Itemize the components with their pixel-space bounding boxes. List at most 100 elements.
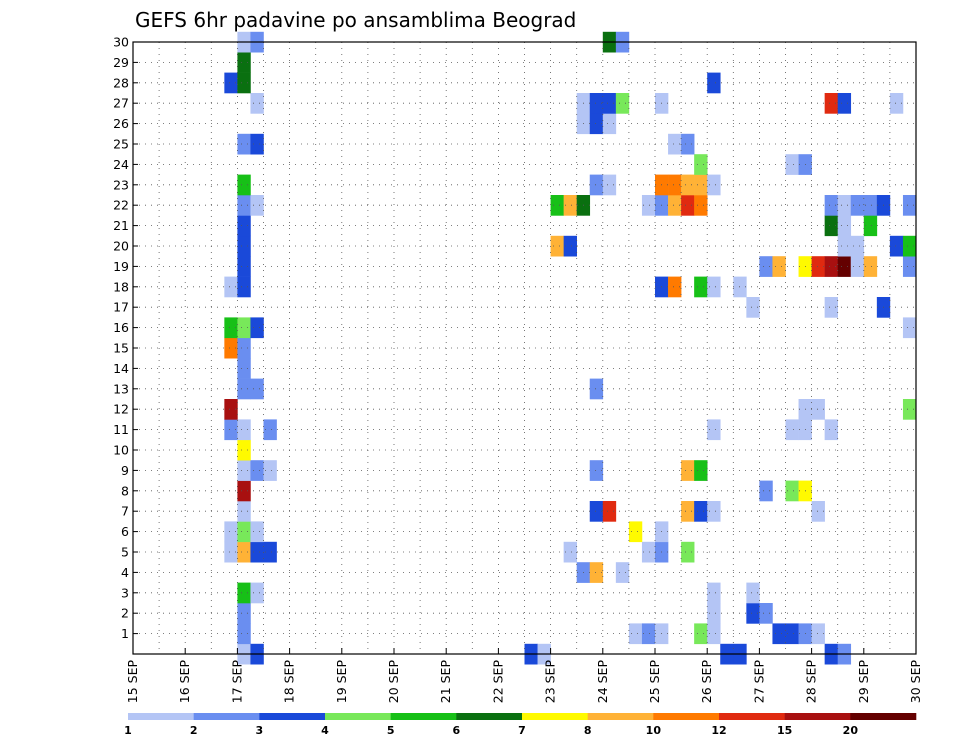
- x-tick-label: 22 SEP: [490, 660, 505, 704]
- precip-cell: [589, 93, 604, 114]
- precip-cell: [824, 297, 838, 318]
- precip-cell: [602, 174, 617, 196]
- precip-cell: [707, 419, 721, 441]
- precip-cell: [902, 399, 917, 420]
- y-tick-label: 25: [113, 137, 129, 152]
- y-tick-label: 7: [121, 504, 129, 519]
- y-tick-label: 17: [113, 300, 129, 315]
- y-tick-label: 8: [121, 483, 129, 498]
- precip-cell: [589, 460, 604, 481]
- x-tick-label: 23 SEP: [543, 660, 558, 704]
- precip-cell: [707, 174, 721, 196]
- x-tick-label: 21 SEP: [438, 660, 453, 704]
- y-tick-label: 26: [113, 116, 129, 131]
- precip-cell: [694, 174, 708, 196]
- precip-cell: [681, 541, 695, 563]
- x-tick-label: 30 SEP: [908, 660, 923, 704]
- y-tick-label: 14: [113, 361, 129, 376]
- precip-cell: [224, 399, 238, 420]
- legend-label: 7: [518, 724, 526, 737]
- precip-cell: [824, 419, 838, 441]
- precip-cell: [824, 93, 838, 114]
- x-tick-label: 24 SEP: [595, 660, 610, 704]
- x-tick-label: 16 SEP: [177, 660, 192, 704]
- precip-cell: [746, 582, 760, 604]
- precip-cell: [237, 337, 251, 359]
- precip-cell: [811, 501, 825, 522]
- precip-cell: [237, 521, 251, 543]
- precip-cell: [550, 235, 564, 257]
- y-tick-label: 6: [121, 524, 129, 539]
- precip-cell: [550, 195, 564, 216]
- precip-cell: [237, 603, 251, 624]
- precip-cell: [224, 541, 238, 563]
- precip-cell: [746, 603, 760, 624]
- precip-cell: [707, 72, 721, 94]
- legend-swatch: [784, 713, 851, 720]
- legend-swatch: [325, 713, 391, 720]
- x-tick-label: 15 SEP: [125, 660, 140, 704]
- y-tick-label: 13: [113, 381, 129, 396]
- x-tick-label: 26 SEP: [699, 660, 714, 704]
- precip-cell: [863, 215, 878, 237]
- precip-cell: [589, 113, 604, 135]
- precip-cell: [902, 317, 917, 339]
- y-tick-label: 27: [113, 96, 129, 111]
- precip-cell: [785, 623, 799, 645]
- precip-cell: [263, 541, 277, 563]
- legend-label: 12: [711, 724, 726, 737]
- precip-cell: [694, 501, 708, 522]
- precip-cell: [237, 52, 251, 73]
- legend-label: 6: [453, 724, 461, 737]
- precip-cell: [889, 93, 904, 114]
- x-tick-label: 18 SEP: [282, 660, 297, 704]
- precip-cell: [589, 562, 604, 583]
- precip-cell: [237, 460, 251, 481]
- grid-layer: [133, 42, 916, 654]
- precip-cell: [850, 195, 865, 216]
- x-tick-label: 28 SEP: [804, 660, 819, 704]
- precip-cell: [237, 623, 251, 645]
- legend-swatch: [522, 713, 588, 720]
- precip-cell: [772, 623, 786, 645]
- precip-cell: [668, 276, 682, 298]
- precip-cell: [668, 195, 682, 216]
- precip-cell: [237, 378, 251, 400]
- legend-label: 15: [777, 724, 792, 737]
- x-tick-label: 20 SEP: [386, 660, 401, 704]
- y-tick-label: 16: [113, 320, 129, 335]
- precip-cell: [250, 541, 264, 563]
- precip-cell: [615, 562, 630, 583]
- precip-cell: [641, 195, 656, 216]
- precip-cell: [563, 541, 577, 563]
- precip-cell: [811, 623, 825, 645]
- precip-cell: [902, 195, 917, 216]
- precip-cell: [837, 215, 852, 237]
- precip-cell: [237, 235, 251, 257]
- precip-cell: [589, 378, 604, 400]
- legend-label: 3: [256, 724, 264, 737]
- legend-swatch: [259, 713, 326, 720]
- y-tick-label: 30: [113, 35, 129, 50]
- precip-cell: [237, 215, 251, 237]
- precip-cell: [824, 256, 838, 277]
- precip-cell: [681, 195, 695, 216]
- y-tick-label: 5: [121, 545, 129, 560]
- y-tick-label: 19: [113, 259, 129, 274]
- precip-cell: [237, 480, 251, 502]
- legend-label: 2: [190, 724, 198, 737]
- precip-cell: [237, 541, 251, 563]
- precip-cell: [224, 276, 238, 298]
- y-tick-label: 11: [113, 422, 129, 437]
- precip-cell: [589, 174, 604, 196]
- precip-cell: [759, 603, 773, 624]
- precip-cell: [694, 623, 708, 645]
- precip-cell: [863, 195, 878, 216]
- precip-cell: [641, 623, 656, 645]
- legend-swatch: [128, 713, 194, 720]
- precip-cell: [694, 276, 708, 298]
- precip-cell: [602, 113, 617, 135]
- y-tick-label: 22: [113, 198, 129, 213]
- precip-cell: [837, 195, 852, 216]
